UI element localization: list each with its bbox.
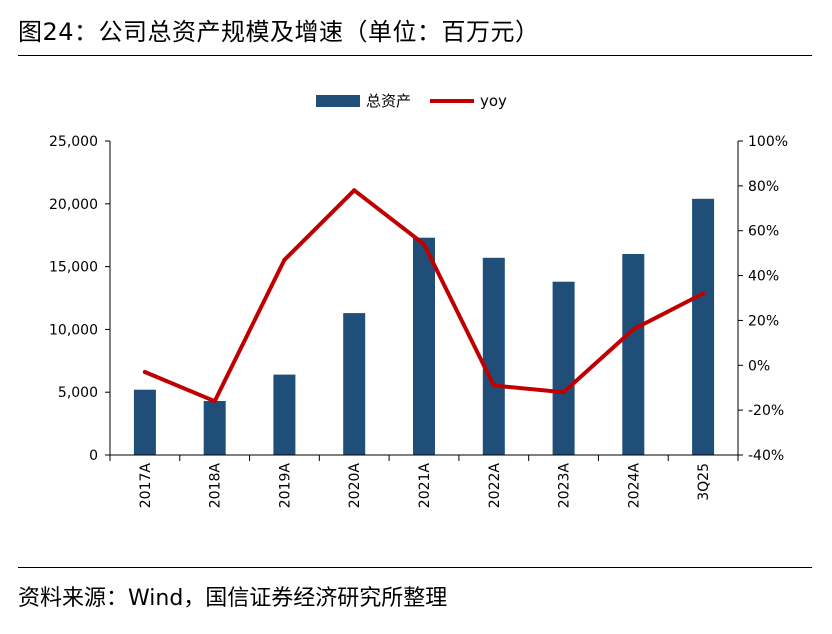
left-tick-label: 25,000 xyxy=(49,134,98,150)
bar-2017A xyxy=(133,389,156,455)
bar-2018A xyxy=(203,401,226,455)
yoy-point-2019A xyxy=(282,257,287,262)
yoy-point-2020A xyxy=(352,188,357,193)
chart-legend: 总资产 yoy xyxy=(316,92,507,110)
right-tick-label: -40% xyxy=(748,448,784,464)
right-tick-label: 20% xyxy=(748,313,779,329)
bar-2023A xyxy=(552,281,575,455)
x-tick-label: 2020A xyxy=(347,463,363,509)
title-divider xyxy=(18,55,812,56)
bar-2021A xyxy=(413,237,435,455)
source-divider xyxy=(18,567,812,568)
yoy-point-2018A xyxy=(212,399,217,404)
bar-2022A xyxy=(482,257,505,455)
x-tick-label: 3Q25 xyxy=(696,463,712,501)
chart-axes: 0 5,000 10,000 15,000 20,000 25,000 -40% -20% 0%… xyxy=(49,134,788,508)
yoy-point-2021A xyxy=(422,242,426,247)
right-tick-label: -20% xyxy=(748,403,784,419)
right-tick-label: 80% xyxy=(748,179,779,195)
x-tick-label: 2021A xyxy=(417,463,433,509)
yoy-point-2023A xyxy=(561,390,566,395)
x-tick-label: 2018A xyxy=(208,463,224,509)
bar-3Q25 xyxy=(692,198,715,456)
left-tick-label: 0 xyxy=(89,448,98,464)
yoy-line-series xyxy=(142,188,706,404)
source-note: 资料来源：Wind，国信证券经济研究所整理 xyxy=(18,586,448,611)
left-tick-label: 20,000 xyxy=(49,197,98,213)
bar-2019A xyxy=(273,374,296,455)
legend-bar-swatch xyxy=(316,95,360,107)
right-tick-label: 60% xyxy=(748,224,779,240)
right-tick-label: 40% xyxy=(748,269,779,285)
bar-2020A xyxy=(343,313,366,455)
x-tick-label: 2019A xyxy=(277,463,293,509)
yoy-point-2022A xyxy=(491,383,496,388)
legend-bar-label: 总资产 xyxy=(366,92,411,110)
x-tick-label: 2017A xyxy=(138,463,154,509)
figure-title: 图24：公司总资产规模及增速（单位：百万元） xyxy=(18,18,540,46)
bar-series xyxy=(133,198,715,456)
yoy-point-2017A xyxy=(142,370,147,374)
x-tick-label: 2022A xyxy=(487,463,503,509)
right-tick-label: 0% xyxy=(748,358,770,374)
legend-line-label: yoy xyxy=(480,92,507,110)
left-tick-label: 15,000 xyxy=(49,260,98,276)
yoy-point-2024A xyxy=(631,327,636,332)
left-tick-label: 5,000 xyxy=(58,385,98,401)
yoy-point-3Q25 xyxy=(701,291,706,296)
x-tick-label: 2024A xyxy=(626,463,642,509)
bar-2024A xyxy=(622,254,645,455)
left-tick-label: 10,000 xyxy=(49,322,98,338)
right-tick-label: 100% xyxy=(748,134,788,150)
x-tick-label: 2023A xyxy=(557,463,573,509)
